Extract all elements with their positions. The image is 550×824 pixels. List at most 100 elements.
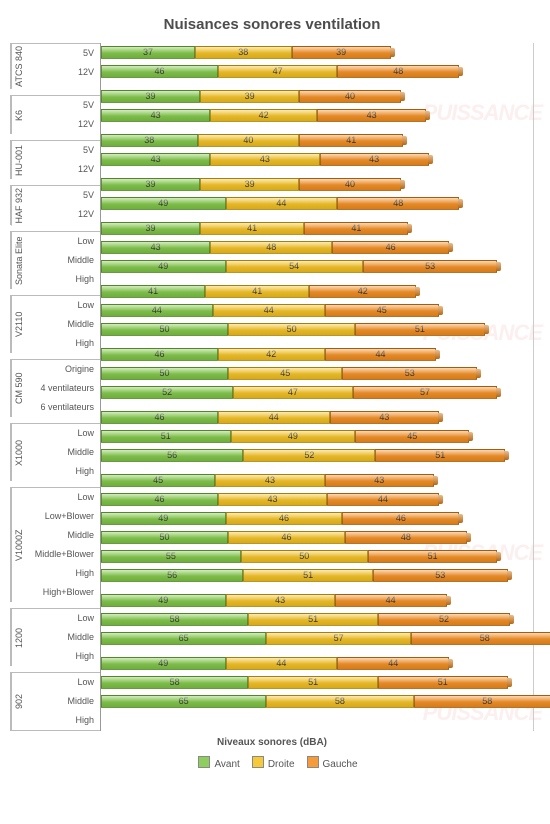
bar-segment: 51 (368, 550, 498, 563)
row-label: Middle (26, 315, 100, 334)
group: Sonata EliteLowMiddleHigh (10, 231, 100, 289)
bar-cap (496, 552, 501, 561)
bar-segment: 48 (210, 241, 332, 254)
bar-cap (496, 262, 501, 271)
row-label: High+Blower (26, 583, 100, 602)
row-label: Middle+Blower (26, 545, 100, 564)
bar-cap (468, 432, 473, 441)
bar-segment: 41 (200, 222, 304, 235)
bar-segment: 49 (101, 512, 226, 525)
bar-segment: 49 (231, 430, 356, 443)
bar-segment: 46 (101, 65, 218, 78)
bar-segment: 43 (325, 474, 434, 487)
row-label: High (26, 334, 100, 353)
bar-row: 494344 (101, 591, 533, 610)
bar-segment: 41 (205, 285, 309, 298)
row-label: Low (26, 673, 100, 692)
bar-segment: 43 (226, 594, 335, 607)
bar-row: 464244 (101, 345, 533, 364)
bar-segment: 43 (101, 153, 210, 166)
legend-swatch (252, 756, 264, 768)
bar-cap (425, 111, 430, 120)
group: HAF 9325V12V (10, 185, 100, 226)
bar-segment: 46 (101, 493, 218, 506)
bar-segment: 43 (101, 241, 210, 254)
bar-row: 514945 (101, 427, 533, 446)
bar-row: 394141 (101, 219, 533, 238)
bar-segment: 40 (299, 90, 401, 103)
group-name: Sonata Elite (11, 232, 26, 289)
bar-row: 504648 (101, 528, 533, 547)
row-label: High (26, 647, 100, 666)
group-name: HAF 932 (11, 186, 26, 226)
bar-segment: 39 (101, 90, 200, 103)
row-label: Low (26, 609, 100, 628)
bar-segment: 39 (292, 46, 391, 59)
bar-segment: 53 (373, 569, 508, 582)
row-label: Low (26, 424, 100, 443)
group-name: CM 590 (11, 360, 26, 417)
bar-cap (438, 495, 443, 504)
row-label: 12V (26, 205, 100, 224)
bar-segment: 52 (378, 613, 510, 626)
bar-row: 464344 (101, 490, 533, 509)
bar-row: 504553 (101, 364, 533, 383)
bar-segment: 46 (342, 512, 459, 525)
bar-segment: 50 (228, 323, 355, 336)
bar-row: 565251 (101, 446, 533, 465)
bar-segment: 43 (330, 411, 439, 424)
bar-segment: 38 (195, 46, 292, 59)
bar-segment: 56 (101, 449, 243, 462)
bar-segment: 65 (101, 632, 266, 645)
bar-segment: 44 (327, 493, 439, 506)
row-label: Low (26, 232, 100, 251)
row-label: High (26, 462, 100, 481)
group-name: V1000Z (11, 488, 26, 602)
group-name: ATCS 840 (11, 44, 26, 89)
bar-cap (400, 92, 405, 101)
bar-segment: 43 (215, 474, 324, 487)
bar-row: 434243 (101, 106, 533, 125)
group-name: X1000 (11, 424, 26, 481)
bar-cap (433, 476, 438, 485)
row-label: 5V (26, 186, 100, 205)
bar-segment: 44 (213, 304, 325, 317)
legend-swatch (307, 756, 319, 768)
bar-segment: 49 (101, 657, 226, 670)
bar-segment: 41 (304, 222, 408, 235)
bar-segment: 48 (345, 531, 467, 544)
bar-segment: 52 (243, 449, 375, 462)
group: X1000LowMiddleHigh (10, 423, 100, 481)
y-axis-labels: ATCS 840 5V12V K65V12V HU-0015V12V HAF 9325V… (10, 43, 100, 731)
bar-row: 444445 (101, 301, 533, 320)
bar-segment: 49 (101, 260, 226, 273)
bar-segment: 42 (309, 285, 416, 298)
row-label: Middle (26, 443, 100, 462)
bar-segment: 43 (320, 153, 429, 166)
row-label: Low (26, 488, 100, 507)
bar-segment: 49 (101, 197, 226, 210)
bar-segment: 56 (101, 569, 243, 582)
bars-area: 3738394647483939404342433840414343433939… (100, 43, 534, 731)
group: K65V12V (10, 95, 100, 134)
row-label: Low (26, 296, 100, 315)
bar-segment: 44 (226, 657, 338, 670)
bar-row: 555051 (101, 547, 533, 566)
x-axis-label: Niveaux sonores (dBA) (10, 737, 534, 748)
bar-segment: 51 (355, 323, 485, 336)
row-label: High (26, 711, 100, 730)
bar-segment: 38 (101, 134, 198, 147)
bar-segment: 57 (266, 632, 411, 645)
bar-segment: 45 (355, 430, 469, 443)
bar-cap (428, 155, 433, 164)
bar-cap (484, 325, 489, 334)
bar-row: 414142 (101, 282, 533, 301)
bar-segment: 44 (337, 657, 449, 670)
group: HU-0015V12V (10, 140, 100, 179)
bar-row: 454343 (101, 471, 533, 490)
bar-cap (504, 451, 509, 460)
row-label: Low+Blower (26, 507, 100, 526)
bar-cap (390, 48, 395, 57)
bar-cap (446, 596, 451, 605)
group-name: 1200 (11, 609, 26, 666)
